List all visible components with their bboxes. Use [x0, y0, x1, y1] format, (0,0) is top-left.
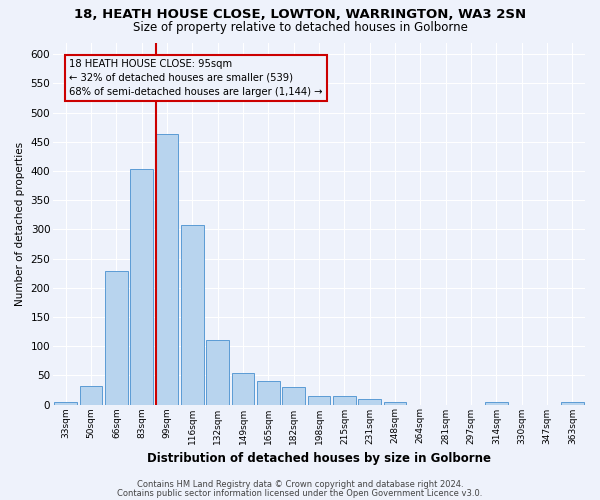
- X-axis label: Distribution of detached houses by size in Golborne: Distribution of detached houses by size …: [147, 452, 491, 465]
- Bar: [333, 396, 356, 404]
- Bar: [561, 402, 584, 404]
- Bar: [130, 169, 153, 404]
- Text: 18 HEATH HOUSE CLOSE: 95sqm
← 32% of detached houses are smaller (539)
68% of se: 18 HEATH HOUSE CLOSE: 95sqm ← 32% of det…: [69, 59, 323, 97]
- Bar: [206, 340, 229, 404]
- Bar: [181, 226, 204, 404]
- Bar: [383, 402, 406, 404]
- Bar: [232, 373, 254, 404]
- Bar: [257, 381, 280, 404]
- Bar: [283, 387, 305, 404]
- Bar: [485, 402, 508, 404]
- Bar: [155, 134, 178, 404]
- Text: Size of property relative to detached houses in Golborne: Size of property relative to detached ho…: [133, 21, 467, 34]
- Bar: [105, 272, 128, 404]
- Bar: [358, 398, 381, 404]
- Y-axis label: Number of detached properties: Number of detached properties: [15, 142, 25, 306]
- Bar: [80, 386, 103, 404]
- Bar: [55, 402, 77, 404]
- Text: 18, HEATH HOUSE CLOSE, LOWTON, WARRINGTON, WA3 2SN: 18, HEATH HOUSE CLOSE, LOWTON, WARRINGTO…: [74, 8, 526, 20]
- Text: Contains HM Land Registry data © Crown copyright and database right 2024.: Contains HM Land Registry data © Crown c…: [137, 480, 463, 489]
- Text: Contains public sector information licensed under the Open Government Licence v3: Contains public sector information licen…: [118, 488, 482, 498]
- Bar: [308, 396, 331, 404]
